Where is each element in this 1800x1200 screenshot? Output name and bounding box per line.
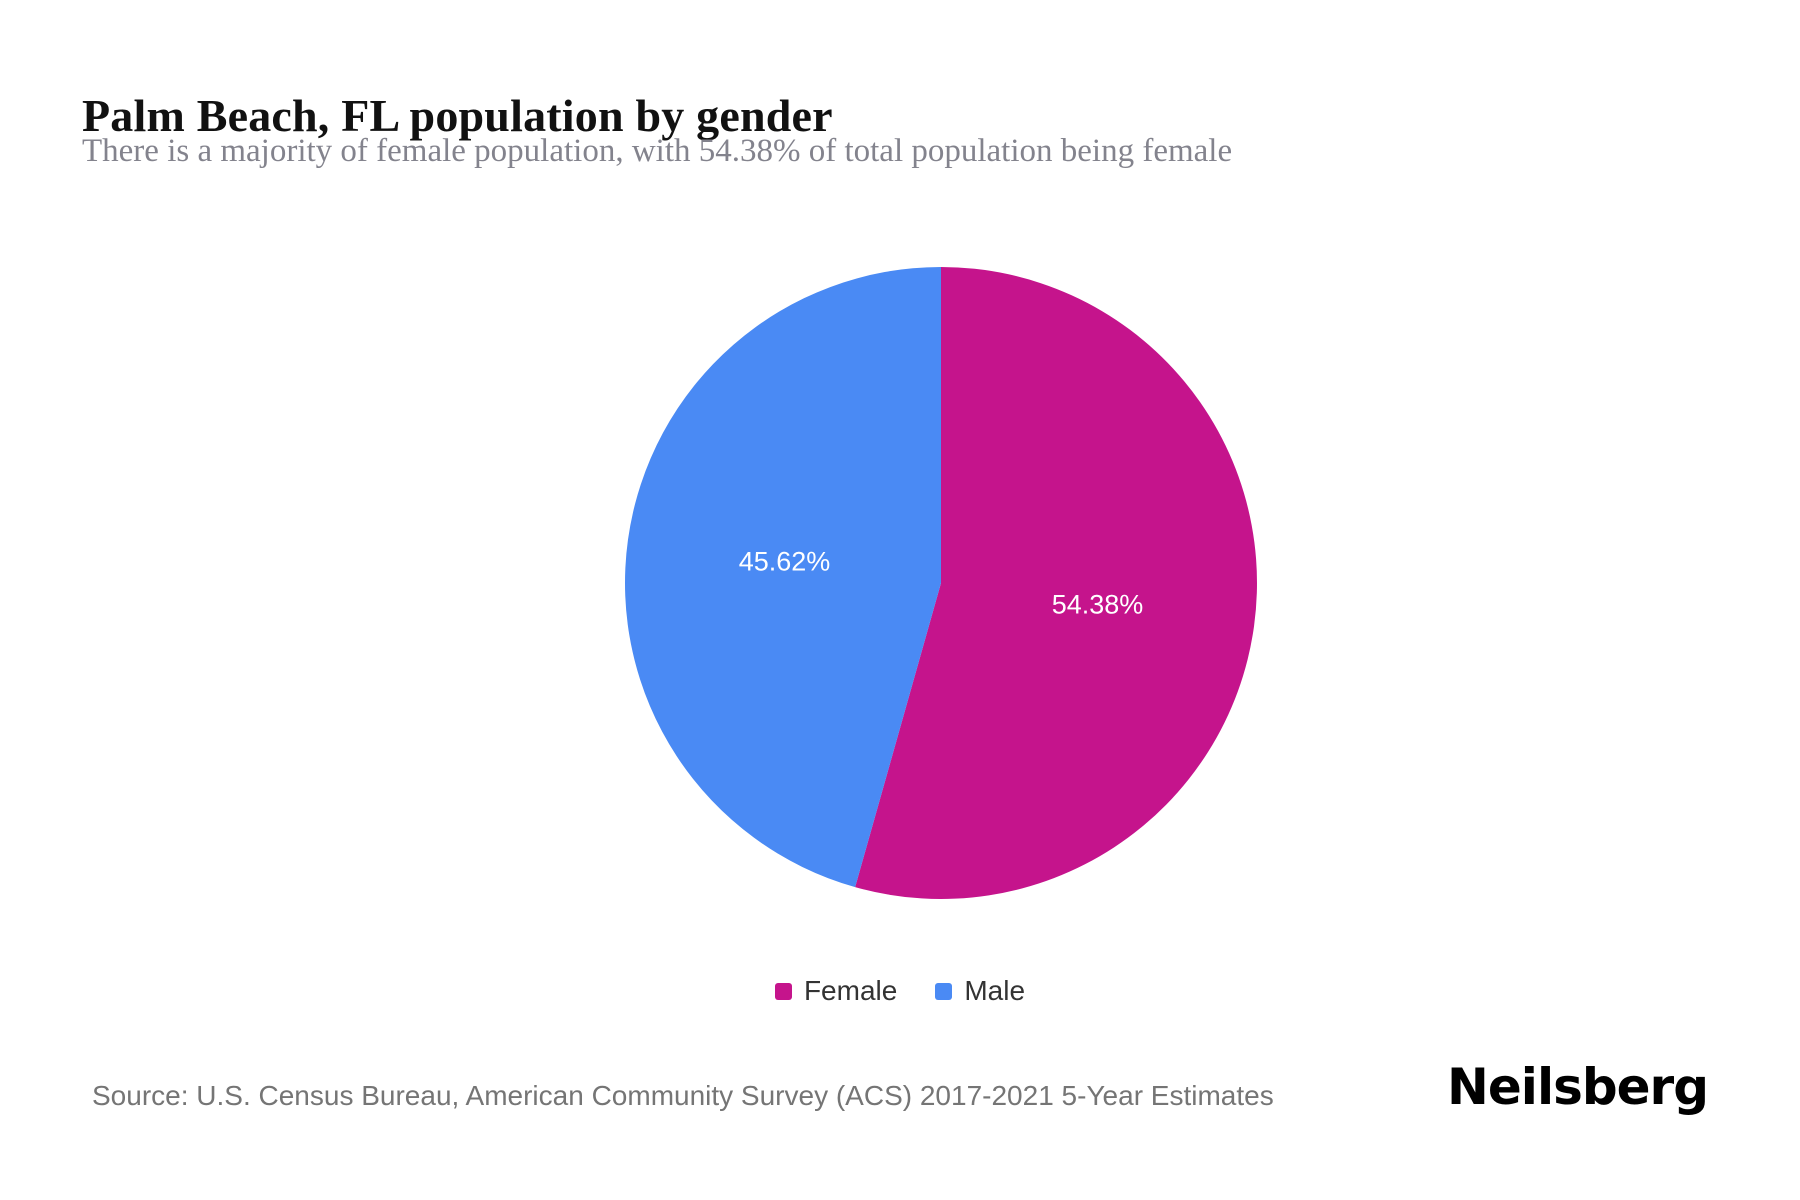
source-text: Source: U.S. Census Bureau, American Com… [92,1080,1274,1111]
legend: Female Male [0,975,1800,1007]
pie-chart-svg: 54.38% 45.62% [624,267,1257,899]
pie-slice-male[interactable] [624,267,941,888]
slice-label-male: 45.62% [739,546,831,576]
page-subtitle: There is a majority of female population… [82,133,1233,169]
pie-slice-female[interactable] [855,267,1257,899]
legend-item-male[interactable]: Male [935,975,1025,1007]
page-title: Palm Beach, FL population by gender [82,89,833,141]
legend-label-female: Female [803,975,898,1006]
legend-swatch-male [935,982,953,1000]
legend-item-female[interactable]: Female [774,975,898,1007]
brand-logo: Neilsberg [1447,1058,1709,1116]
pie-chart: 54.38% 45.62% [591,233,1291,933]
legend-label-male: Male [964,975,1026,1006]
legend-swatch-female [774,982,792,1000]
slice-label-female: 54.38% [1052,590,1144,620]
